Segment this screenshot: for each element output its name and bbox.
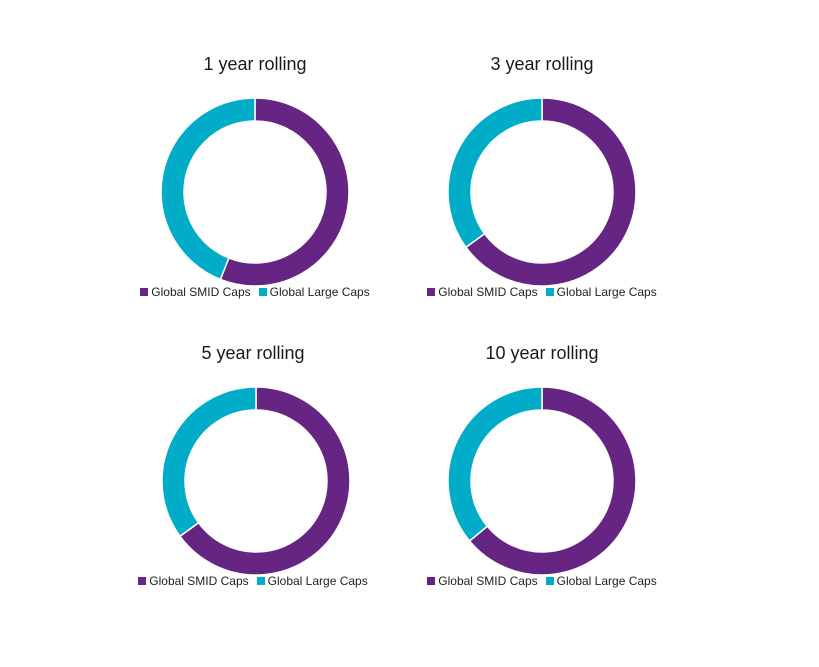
donut-slice-smid [219,97,350,287]
chart-panel-5-year: 5 year rolling Global SMID Caps Global L… [103,339,403,599]
donut-chart [160,97,350,287]
legend-item-large: Global Large Caps [256,574,368,588]
legend-item-smid: Global SMID Caps [140,285,251,299]
legend-label-large: Global Large Caps [269,285,370,299]
chart-title: 3 year rolling [490,54,594,74]
donut-slice-large [160,97,256,281]
chart-legend: Global SMID Caps Global Large Caps [392,574,692,588]
chart-panel-10-year: 10 year rolling Global SMID Caps Global … [392,339,692,599]
donut-slice-smid [468,386,637,576]
legend-swatch-smid [140,288,149,296]
legend-swatch-large [545,577,554,585]
legend-swatch-smid [427,288,436,296]
chart-title: 5 year rolling [201,343,305,363]
chart-title: 10 year rolling [485,343,599,363]
legend-label-smid: Global SMID Caps [151,285,251,299]
legend-swatch-large [258,288,267,296]
legend-label-smid: Global SMID Caps [149,574,249,588]
chart-legend: Global SMID Caps Global Large Caps [103,574,403,588]
chart-legend: Global SMID Caps Global Large Caps [105,285,405,299]
legend-item-smid: Global SMID Caps [138,574,249,588]
donut-slice-large [161,386,257,538]
donut-chart [447,386,637,576]
legend-item-large: Global Large Caps [258,285,370,299]
donut-slice-smid [464,97,637,287]
legend-label-smid: Global SMID Caps [438,285,538,299]
donut-chart [161,386,351,576]
legend-item-large: Global Large Caps [545,574,657,588]
donut-slice-smid [178,386,351,576]
legend-swatch-large [256,577,265,585]
chart-panel-1-year: 1 year rolling Global SMID Caps Global L… [105,50,405,310]
legend-label-large: Global Large Caps [556,574,657,588]
legend-item-large: Global Large Caps [545,285,657,299]
legend-swatch-smid [427,577,436,585]
chart-title: 1 year rolling [203,54,307,74]
legend-swatch-smid [138,577,147,585]
legend-swatch-large [545,288,554,296]
donut-slice-large [447,386,543,542]
legend-label-large: Global Large Caps [556,285,657,299]
legend-item-smid: Global SMID Caps [427,574,538,588]
legend-item-smid: Global SMID Caps [427,285,538,299]
legend-label-large: Global Large Caps [267,574,368,588]
chart-panel-3-year: 3 year rolling Global SMID Caps Global L… [392,50,692,310]
legend-label-smid: Global SMID Caps [438,574,538,588]
chart-legend: Global SMID Caps Global Large Caps [392,285,692,299]
donut-chart [447,97,637,287]
donut-slice-large [447,97,543,249]
